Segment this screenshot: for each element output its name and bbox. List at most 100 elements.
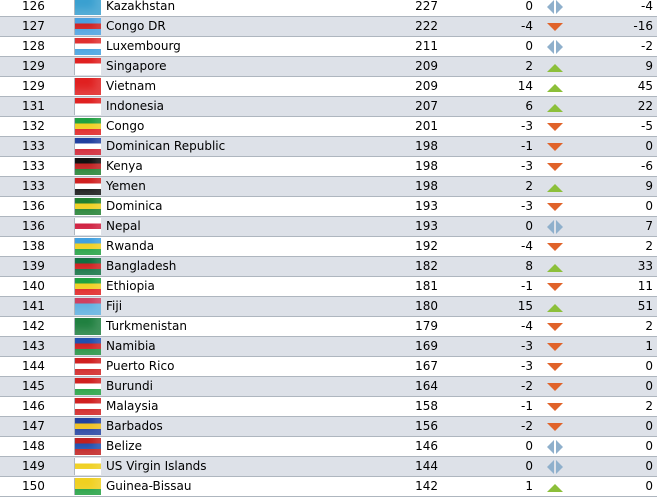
country-name[interactable]: Dominica bbox=[106, 199, 163, 213]
country-flag-icon bbox=[74, 18, 101, 35]
table-row[interactable]: 148 Belize 146 0 0 bbox=[0, 437, 657, 457]
rank: 138 bbox=[22, 239, 45, 253]
table-row[interactable]: 133 Yemen 198 2 9 bbox=[0, 177, 657, 197]
table-row[interactable]: 140 Ethiopia 181 -1 11 bbox=[0, 277, 657, 297]
country-name[interactable]: Indonesia bbox=[106, 99, 165, 113]
country-flag-icon bbox=[74, 58, 101, 75]
rank-change: -3 bbox=[521, 339, 533, 353]
country-name[interactable]: Ethiopia bbox=[106, 279, 155, 293]
table-row[interactable]: 131 Indonesia 207 6 22 bbox=[0, 97, 657, 117]
country-name[interactable]: Nepal bbox=[106, 219, 141, 233]
country-flag-icon bbox=[74, 0, 101, 15]
rank: 148 bbox=[22, 439, 45, 453]
table-row[interactable]: 133 Kenya 198 -3 -6 bbox=[0, 157, 657, 177]
country-name[interactable]: Barbados bbox=[106, 419, 163, 433]
country-flag-icon bbox=[74, 138, 101, 155]
rank-change: -3 bbox=[521, 159, 533, 173]
points: 227 bbox=[415, 0, 438, 13]
table-row[interactable]: 128 Luxembourg 211 0 -2 bbox=[0, 37, 657, 57]
rank-change: 6 bbox=[525, 99, 533, 113]
table-row[interactable]: 138 Rwanda 192 -4 2 bbox=[0, 237, 657, 257]
rank-change: 2 bbox=[525, 59, 533, 73]
rank-change: -3 bbox=[521, 199, 533, 213]
rank: 129 bbox=[22, 59, 45, 73]
table-row[interactable]: 129 Vietnam 209 14 45 bbox=[0, 77, 657, 97]
country-name[interactable]: Kazakhstan bbox=[106, 0, 176, 13]
points: 142 bbox=[415, 479, 438, 493]
table-row[interactable]: 142 Turkmenistan 179 -4 2 bbox=[0, 317, 657, 337]
country-name[interactable]: Belize bbox=[106, 439, 142, 453]
table-row[interactable]: 150 Guinea-Bissau 142 1 0 bbox=[0, 477, 657, 497]
table-row[interactable]: 126 Kazakhstan 227 0 -4 bbox=[0, 0, 657, 17]
country-flag-icon bbox=[74, 158, 101, 175]
country-name[interactable]: Kenya bbox=[106, 159, 143, 173]
points: 193 bbox=[415, 219, 438, 233]
table-row[interactable]: 136 Dominica 193 -3 0 bbox=[0, 197, 657, 217]
table-row[interactable]: 129 Singapore 209 2 9 bbox=[0, 57, 657, 77]
table-row[interactable]: 149 US Virgin Islands 144 0 0 bbox=[0, 457, 657, 477]
trend-neutral-arrows-icon bbox=[544, 460, 566, 474]
country-name[interactable]: US Virgin Islands bbox=[106, 459, 207, 473]
country-flag-icon bbox=[74, 258, 101, 275]
country-name[interactable]: Congo bbox=[106, 119, 145, 133]
rank: 150 bbox=[22, 479, 45, 493]
rank: 149 bbox=[22, 459, 45, 473]
rank: 142 bbox=[22, 319, 45, 333]
points: 209 bbox=[415, 59, 438, 73]
country-name[interactable]: Burundi bbox=[106, 379, 153, 393]
trend-up-arrow-icon bbox=[544, 260, 566, 274]
country-name[interactable]: Luxembourg bbox=[106, 39, 181, 53]
trend-down-arrow-icon bbox=[544, 20, 566, 34]
rank-change: 0 bbox=[525, 459, 533, 473]
table-row[interactable]: 136 Nepal 193 0 7 bbox=[0, 217, 657, 237]
points: 201 bbox=[415, 119, 438, 133]
country-name[interactable]: Fiji bbox=[106, 299, 123, 313]
country-name[interactable]: Singapore bbox=[106, 59, 167, 73]
trend-up-arrow-icon bbox=[544, 180, 566, 194]
table-row[interactable]: 141 Fiji 180 15 51 bbox=[0, 297, 657, 317]
country-flag-icon bbox=[74, 38, 101, 55]
table-row[interactable]: 139 Bangladesh 182 8 33 bbox=[0, 257, 657, 277]
rank-change: -1 bbox=[521, 279, 533, 293]
rank: 133 bbox=[22, 179, 45, 193]
table-row[interactable]: 132 Congo 201 -3 -5 bbox=[0, 117, 657, 137]
table-row[interactable]: 144 Puerto Rico 167 -3 0 bbox=[0, 357, 657, 377]
rank: 136 bbox=[22, 199, 45, 213]
country-name[interactable]: Vietnam bbox=[106, 79, 157, 93]
country-name[interactable]: Bangladesh bbox=[106, 259, 177, 273]
country-name[interactable]: Dominican Republic bbox=[106, 139, 226, 153]
table-row[interactable]: 147 Barbados 156 -2 0 bbox=[0, 417, 657, 437]
table-row[interactable]: 143 Namibia 169 -3 1 bbox=[0, 337, 657, 357]
table-row[interactable]: 133 Dominican Republic 198 -1 0 bbox=[0, 137, 657, 157]
rank: 128 bbox=[22, 39, 45, 53]
trend-up-arrow-icon bbox=[544, 100, 566, 114]
country-name[interactable]: Congo DR bbox=[106, 19, 166, 33]
country-flag-icon bbox=[74, 458, 101, 475]
rank: 133 bbox=[22, 159, 45, 173]
total-change: -16 bbox=[633, 19, 653, 33]
points: 144 bbox=[415, 459, 438, 473]
country-name[interactable]: Yemen bbox=[106, 179, 146, 193]
rank-change: 0 bbox=[525, 0, 533, 13]
total-change: 0 bbox=[645, 359, 653, 373]
total-change: 7 bbox=[645, 219, 653, 233]
country-name[interactable]: Namibia bbox=[106, 339, 156, 353]
country-flag-icon bbox=[74, 278, 101, 295]
table-row[interactable]: 127 Congo DR 222 -4 -16 bbox=[0, 17, 657, 37]
points: 193 bbox=[415, 199, 438, 213]
points: 211 bbox=[415, 39, 438, 53]
country-name[interactable]: Turkmenistan bbox=[106, 319, 187, 333]
rank: 140 bbox=[22, 279, 45, 293]
country-name[interactable]: Malaysia bbox=[106, 399, 159, 413]
country-flag-icon bbox=[74, 378, 101, 395]
country-name[interactable]: Puerto Rico bbox=[106, 359, 175, 373]
country-name[interactable]: Rwanda bbox=[106, 239, 155, 253]
country-flag-icon bbox=[74, 358, 101, 375]
rank-change: 0 bbox=[525, 39, 533, 53]
table-row[interactable]: 146 Malaysia 158 -1 2 bbox=[0, 397, 657, 417]
country-name[interactable]: Guinea-Bissau bbox=[106, 479, 192, 493]
country-flag-icon bbox=[74, 198, 101, 215]
rank: 131 bbox=[22, 99, 45, 113]
trend-up-arrow-icon bbox=[544, 300, 566, 314]
table-row[interactable]: 145 Burundi 164 -2 0 bbox=[0, 377, 657, 397]
